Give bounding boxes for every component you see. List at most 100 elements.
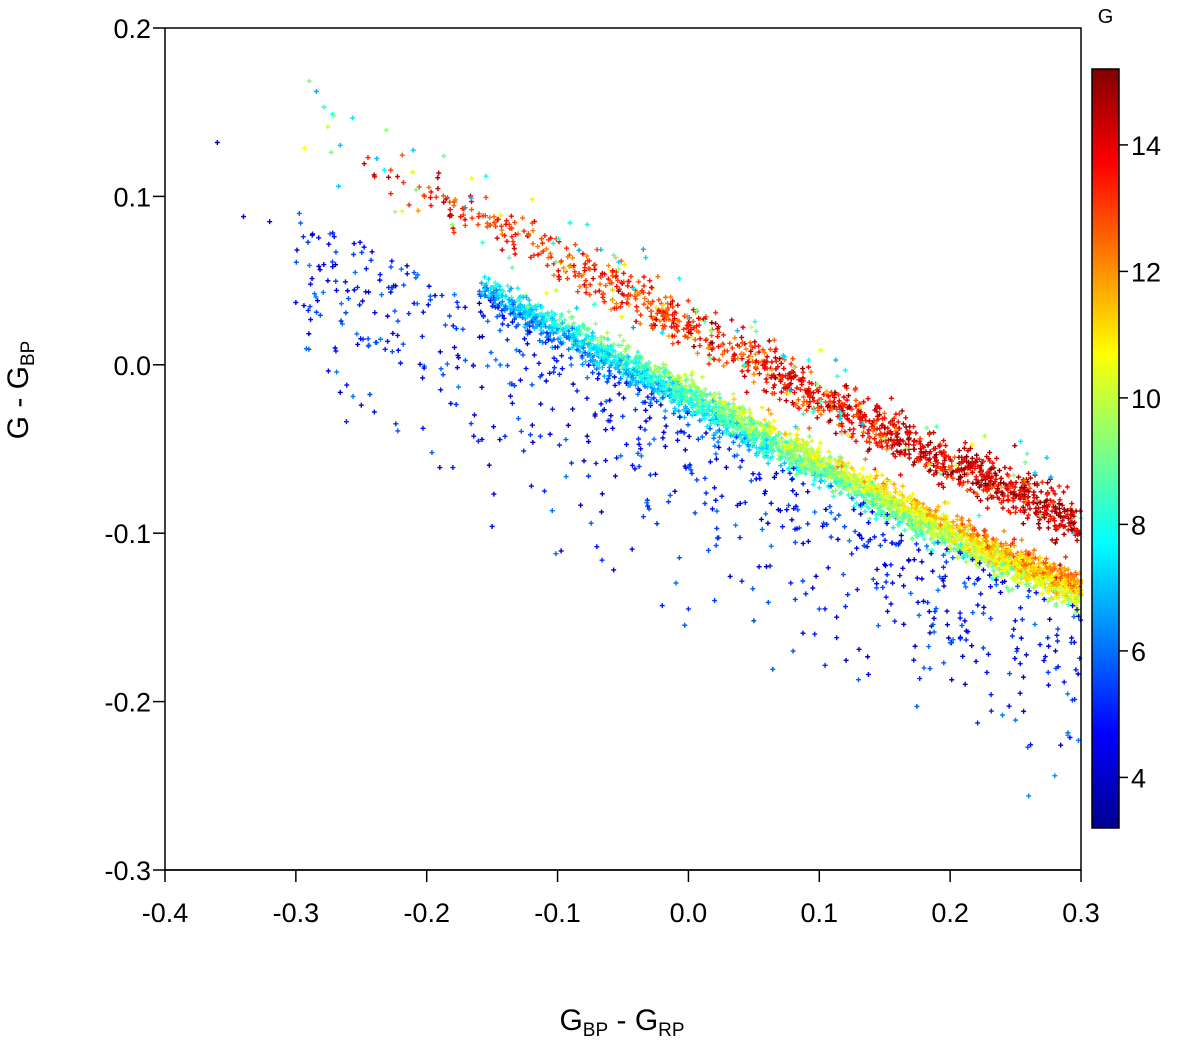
- data-point: [605, 376, 611, 382]
- data-point: [462, 217, 468, 223]
- data-point: [744, 389, 750, 395]
- data-point: [422, 193, 428, 199]
- data-point: [1063, 554, 1069, 560]
- data-point: [963, 545, 969, 551]
- data-point: [616, 288, 622, 294]
- data-point: [503, 293, 509, 299]
- data-point: [853, 403, 859, 409]
- data-point: [325, 368, 331, 374]
- data-point: [576, 273, 582, 279]
- data-point: [556, 273, 562, 279]
- data-point: [1061, 489, 1067, 495]
- data-point: [1057, 510, 1063, 516]
- data-point: [739, 368, 745, 374]
- data-point: [989, 554, 995, 560]
- data-point: [682, 622, 688, 628]
- data-point: [633, 296, 639, 302]
- data-point: [470, 363, 476, 369]
- data-point: [655, 367, 661, 373]
- data-point: [338, 318, 344, 324]
- data-point: [801, 394, 807, 400]
- data-point: [764, 354, 770, 360]
- data-point: [1026, 574, 1032, 580]
- data-point: [309, 231, 315, 237]
- data-point: [919, 559, 925, 565]
- data-point: [427, 195, 433, 201]
- data-point: [481, 314, 487, 320]
- data-point: [812, 475, 818, 481]
- data-point: [675, 302, 681, 308]
- data-point: [611, 354, 617, 360]
- data-point: [886, 500, 892, 506]
- data-point: [796, 467, 802, 473]
- data-point: [660, 361, 666, 367]
- data-point: [999, 574, 1005, 580]
- data-point: [675, 437, 681, 443]
- data-point: [885, 608, 891, 614]
- data-point: [537, 433, 543, 439]
- data-point: [756, 564, 762, 570]
- data-point: [895, 522, 901, 528]
- data-point: [394, 174, 400, 180]
- data-point: [1052, 565, 1058, 571]
- data-point: [942, 540, 948, 546]
- data-point: [604, 379, 610, 385]
- data-point: [361, 244, 367, 250]
- data-point: [880, 532, 886, 538]
- data-point: [872, 484, 878, 490]
- data-point: [824, 471, 830, 477]
- data-point: [607, 373, 613, 379]
- data-point: [877, 405, 883, 411]
- data-point: [316, 235, 322, 241]
- data-point: [733, 522, 739, 528]
- data-point: [937, 465, 943, 471]
- data-point: [1016, 564, 1022, 570]
- data-point: [898, 472, 904, 478]
- data-point: [786, 502, 792, 508]
- data-point: [703, 490, 709, 496]
- data-point: [652, 471, 658, 477]
- data-point: [809, 446, 815, 452]
- data-point: [787, 431, 793, 437]
- data-point: [753, 428, 759, 434]
- data-point: [476, 300, 482, 306]
- data-point: [824, 521, 830, 527]
- data-point: [765, 460, 771, 466]
- data-point: [946, 635, 952, 641]
- data-point: [825, 565, 831, 571]
- data-point: [764, 443, 770, 449]
- data-point: [675, 323, 681, 329]
- data-point: [976, 576, 982, 582]
- data-point: [530, 439, 536, 445]
- data-point: [870, 502, 876, 508]
- data-point: [1068, 591, 1074, 597]
- data-point: [635, 366, 641, 372]
- data-point: [760, 440, 766, 446]
- data-point: [778, 374, 784, 380]
- data-point: [1047, 585, 1053, 591]
- data-point: [940, 576, 946, 582]
- data-point: [964, 553, 970, 559]
- data-point: [645, 382, 651, 388]
- data-point: [551, 355, 557, 361]
- data-point: [865, 430, 871, 436]
- data-point: [1025, 744, 1031, 750]
- data-point: [509, 298, 515, 304]
- data-point: [751, 379, 757, 385]
- data-point: [871, 418, 877, 424]
- data-point: [395, 347, 401, 353]
- data-point: [477, 334, 483, 340]
- data-point: [661, 429, 667, 435]
- data-point: [306, 331, 312, 337]
- data-point: [851, 507, 857, 513]
- data-point: [674, 385, 680, 391]
- data-point: [825, 393, 831, 399]
- data-point: [479, 280, 485, 286]
- data-point: [590, 357, 596, 363]
- data-point: [796, 525, 802, 531]
- data-point: [942, 457, 948, 463]
- data-point: [479, 384, 485, 390]
- data-point: [494, 235, 500, 241]
- data-point: [499, 247, 505, 253]
- data-point: [531, 311, 537, 317]
